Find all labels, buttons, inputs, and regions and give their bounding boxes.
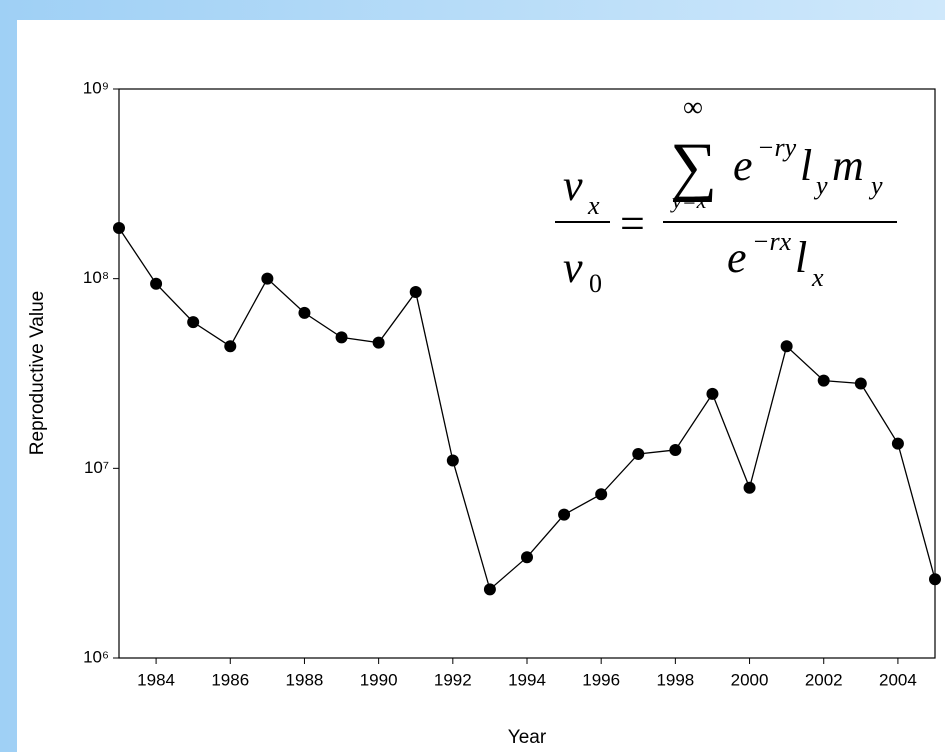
data-point — [558, 508, 571, 521]
x-tick-label: 1986 — [211, 670, 249, 689]
data-point — [929, 573, 941, 586]
formula-text: y — [868, 171, 883, 200]
data-point — [521, 551, 533, 564]
data-point — [298, 306, 311, 319]
data-point — [409, 286, 422, 299]
y-axis-label: Reproductive Value — [27, 291, 48, 455]
data-point — [224, 340, 237, 353]
y-tick-label: 10⁸ — [83, 268, 109, 287]
data-point — [187, 316, 200, 329]
y-tick-label: 10⁹ — [83, 78, 109, 97]
formula-text: x — [811, 263, 824, 292]
formula-text: e — [727, 233, 747, 282]
y-tick-label: 10⁶ — [83, 647, 109, 666]
x-tick-label: 2004 — [879, 670, 917, 689]
data-point — [372, 336, 385, 349]
x-tick-label: 1994 — [508, 670, 546, 689]
data-point — [632, 448, 645, 461]
formula-text: y — [813, 171, 828, 200]
x-tick-label: 1984 — [137, 670, 175, 689]
data-point — [891, 437, 904, 450]
formula-text: m — [832, 141, 864, 190]
data-point — [595, 488, 608, 501]
formula-text: 0 — [589, 269, 602, 298]
data-point — [706, 387, 719, 400]
x-tick-label: 1988 — [286, 670, 324, 689]
data-point — [854, 377, 867, 390]
data-point — [780, 340, 793, 353]
data-point — [335, 331, 348, 344]
formula-text: −ry — [757, 133, 797, 162]
data-point — [446, 454, 459, 467]
x-tick-label: 1990 — [360, 670, 398, 689]
formula-text: ∑ — [670, 130, 717, 203]
formula-text: l — [795, 233, 807, 282]
formula-text: y=x — [670, 188, 707, 213]
x-tick-label: 1992 — [434, 670, 472, 689]
data-point — [817, 374, 830, 387]
y-tick-label: 10⁷ — [84, 458, 109, 477]
formula: v x v 0 = ∑ ∞ y=x e −ry l y m y e −rx l … — [555, 92, 897, 298]
formula-text: = — [620, 199, 645, 248]
data-point — [150, 277, 163, 290]
formula-text: v — [563, 243, 583, 292]
formula-text: −rx — [752, 227, 792, 256]
x-tick-label: 2000 — [731, 670, 769, 689]
x-tick-label: 1996 — [582, 670, 620, 689]
formula-text: v — [563, 161, 583, 210]
formula-text: ∞ — [683, 92, 703, 123]
chart-background — [17, 20, 945, 752]
data-point — [113, 221, 125, 234]
formula-text: e — [733, 141, 753, 190]
x-tick-label: 2002 — [805, 670, 843, 689]
data-point — [669, 443, 682, 456]
data-point — [483, 583, 496, 596]
x-tick-label: 1998 — [656, 670, 694, 689]
data-point — [743, 481, 756, 494]
formula-text: x — [587, 191, 600, 220]
formula-text: l — [800, 141, 812, 190]
data-point — [261, 272, 274, 285]
x-axis-label: Year — [508, 727, 547, 748]
